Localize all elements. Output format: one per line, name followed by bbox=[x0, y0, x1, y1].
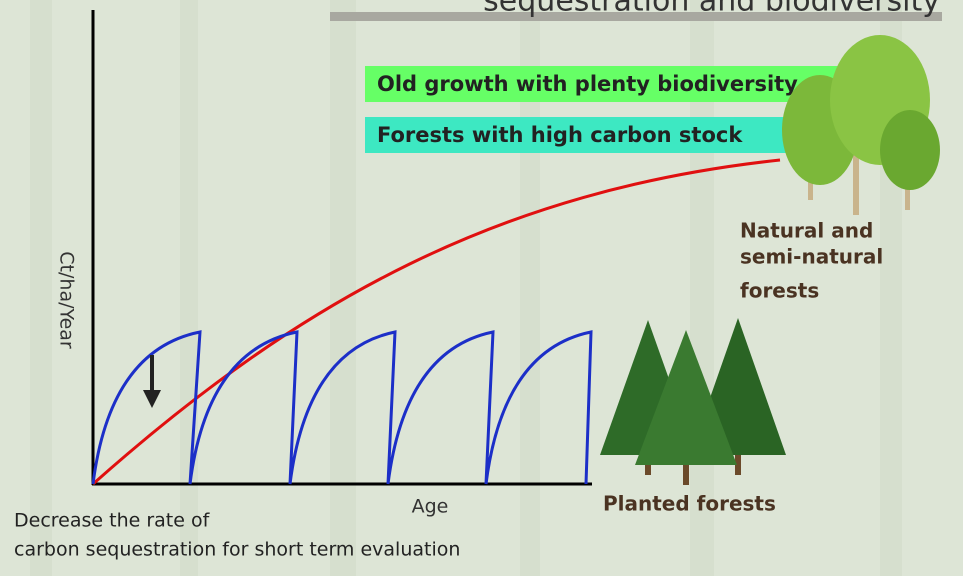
old-growth-box bbox=[365, 66, 857, 102]
arrow bbox=[143, 355, 161, 408]
planted-trees bbox=[600, 318, 786, 485]
y-axis-label: Ct/ha/Year bbox=[56, 251, 78, 349]
title-bar bbox=[330, 12, 942, 21]
natural-label: forests bbox=[740, 279, 819, 303]
natural-trees bbox=[782, 35, 940, 215]
decrease-note: carbon sequestration for short term eval… bbox=[14, 539, 460, 561]
decrease-note: Decrease the rate of bbox=[14, 510, 211, 532]
old-growth-label: Old growth with plenty biodiversity bbox=[377, 72, 798, 96]
planted-curve bbox=[91, 330, 593, 485]
natural-label: semi-natural bbox=[740, 245, 883, 269]
x-axis-label: Age bbox=[412, 496, 449, 518]
high-carbon-label: Forests with high carbon stock bbox=[377, 123, 743, 147]
title: sequestration and biodiversity bbox=[483, 0, 940, 19]
planted-label: Planted forests bbox=[603, 492, 776, 516]
high-carbon-box bbox=[365, 117, 795, 153]
natural-label: Natural and bbox=[740, 219, 873, 243]
natural-curve bbox=[92, 158, 781, 486]
